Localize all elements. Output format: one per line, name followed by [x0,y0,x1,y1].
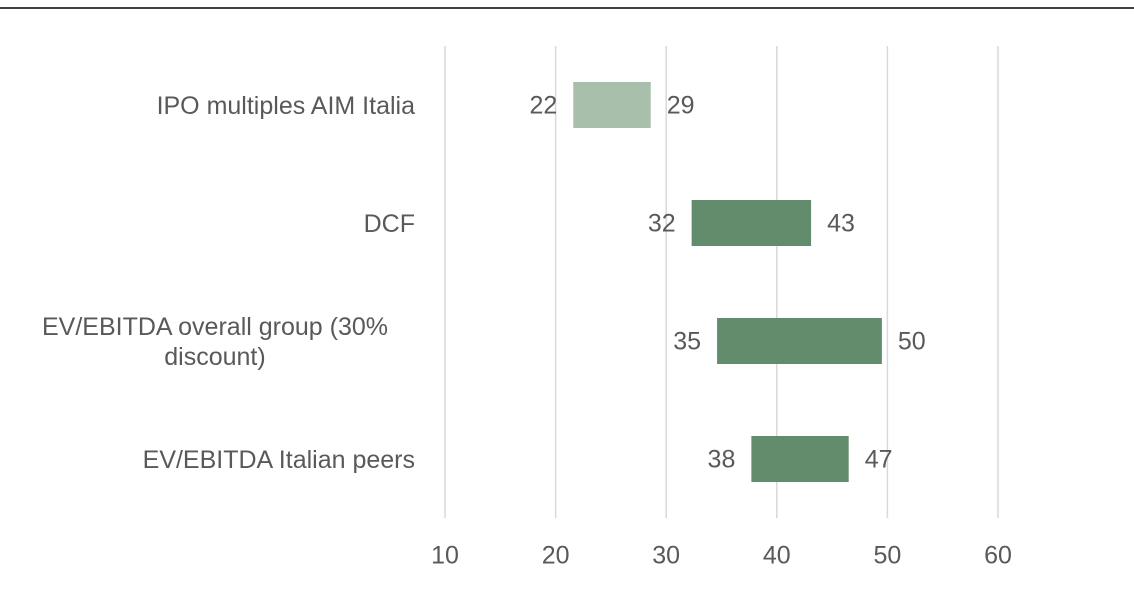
low-label: 22 [529,92,557,120]
high-label: 29 [667,92,695,120]
x-tick-label: 20 [542,542,570,570]
category-label: IPO multiples AIM Italia [156,92,415,120]
bar [691,200,812,246]
bar [573,82,651,128]
low-label: 35 [673,328,701,356]
high-label: 47 [865,446,893,474]
bar [751,436,849,482]
bar [717,318,882,364]
category-label: DCF [363,210,415,238]
category-label: EV/EBITDA Italian peers [142,446,415,474]
x-tick-label: 30 [652,542,680,570]
low-label: 32 [648,210,676,238]
category-label: EV/EBITDA overall group (30% discount) [42,313,388,371]
category-label-box: EV/EBITDA overall group (30% discount) [5,312,415,372]
x-tick-label: 60 [984,542,1012,570]
category-label-box: IPO multiples AIM Italia [5,91,415,121]
high-label: 50 [898,328,926,356]
x-tick-label: 10 [431,542,459,570]
category-label-box: EV/EBITDA Italian peers [5,445,415,475]
low-label: 38 [708,446,736,474]
category-label-box: DCF [5,209,415,239]
x-tick-label: 50 [873,542,901,570]
x-tick-label: 40 [763,542,791,570]
high-label: 43 [827,210,855,238]
